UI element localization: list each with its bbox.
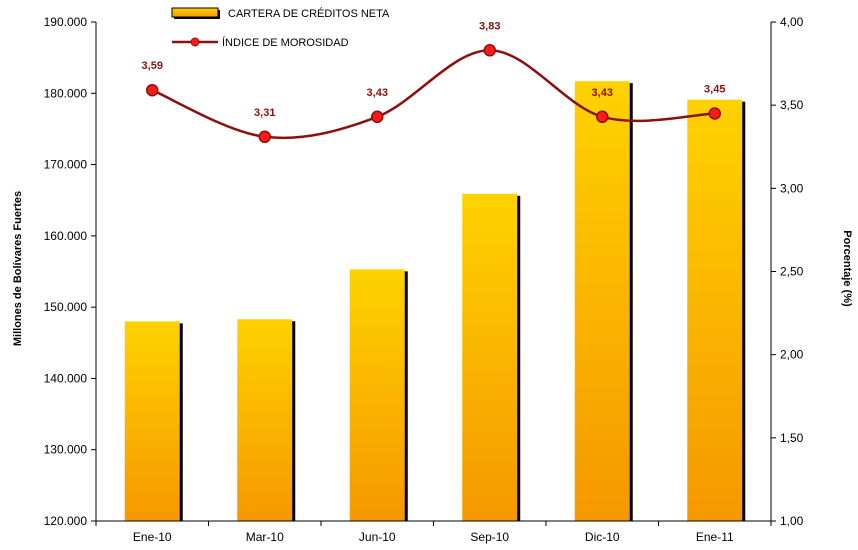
line-layer: 3,59 3,31 3,43 3,83 3,43 3,45: [142, 20, 725, 144]
y-tick-label: 180.000: [44, 86, 88, 100]
y2-tick-label: 1,50: [780, 431, 804, 445]
axis-titles: Millones de Bolívares Fuertes Porcentaje …: [12, 191, 853, 346]
morosidad-data-label: 3,43: [592, 87, 613, 99]
morosidad-data-label: 3,45: [704, 83, 725, 95]
x-tick-label: Ene-10: [133, 530, 172, 544]
legend: CARTERA DE CRÉDITOS NETA ÍNDICE DE MOROSI…: [171, 7, 390, 49]
x-tick-label: Sep-10: [470, 530, 509, 544]
y-tick-label: 150.000: [44, 300, 88, 314]
morosidad-point: [371, 110, 384, 124]
y2-tick-label: 3,50: [780, 98, 804, 112]
x-tick-label: Ene-11: [696, 530, 734, 544]
y-axis-title: Millones de Bolívares Fuertes: [12, 191, 24, 346]
morosidad-point: [483, 44, 496, 57]
morosidad-data-label: 3,31: [254, 107, 275, 119]
y2-tick-label: 2,00: [780, 348, 804, 362]
bar-ene-10: [124, 321, 180, 521]
bar-mar-10: [237, 319, 293, 521]
bar-dic-10: [574, 81, 630, 521]
y2-tick-label: 2,50: [780, 265, 804, 279]
legend-bar-label: CARTERA DE CRÉDITOS NETA: [228, 7, 390, 20]
morosidad-data-label: 3,83: [479, 20, 500, 32]
y-tick-label: 160.000: [44, 229, 88, 243]
legend-line-label: ÍNDICE DE MOROSIDAD: [222, 36, 349, 49]
morosidad-data-label: 3,59: [142, 60, 163, 72]
y-tick-label: 130.000: [44, 443, 88, 457]
morosidad-point: [708, 107, 721, 120]
morosidad-point: [146, 83, 159, 97]
y2-axis-title: Porcentaje (%): [841, 230, 853, 307]
morosidad-line: [151, 49, 715, 140]
bar-ene-11: [687, 99, 743, 522]
morosidad-point: [596, 110, 609, 124]
axes-layer: 120.000 130.000 140.000 150.000 160.000 170.0…: [44, 15, 804, 544]
y-tick-label: 170.000: [44, 158, 88, 172]
bars-layer: [124, 81, 746, 522]
morosidad-point: [258, 130, 271, 144]
legend-line-marker: [190, 37, 200, 47]
y2-tick-label: 1,00: [780, 514, 804, 528]
x-tick-label: Dic-10: [585, 530, 620, 544]
y2-tick-label: 4,00: [780, 15, 804, 29]
bar-jun-10: [349, 269, 405, 521]
x-tick-label: Jun-10: [359, 530, 396, 544]
y-tick-label: 140.000: [44, 371, 88, 385]
y-tick-label: 120.000: [44, 514, 88, 528]
y2-tick-label: 3,00: [780, 181, 804, 195]
y-tick-label: 190.000: [44, 15, 88, 29]
bar-sep-10: [462, 193, 518, 521]
x-tick-label: Mar-10: [246, 530, 284, 544]
legend-bar-swatch: [171, 7, 219, 18]
morosidad-data-label: 3,43: [367, 87, 388, 99]
